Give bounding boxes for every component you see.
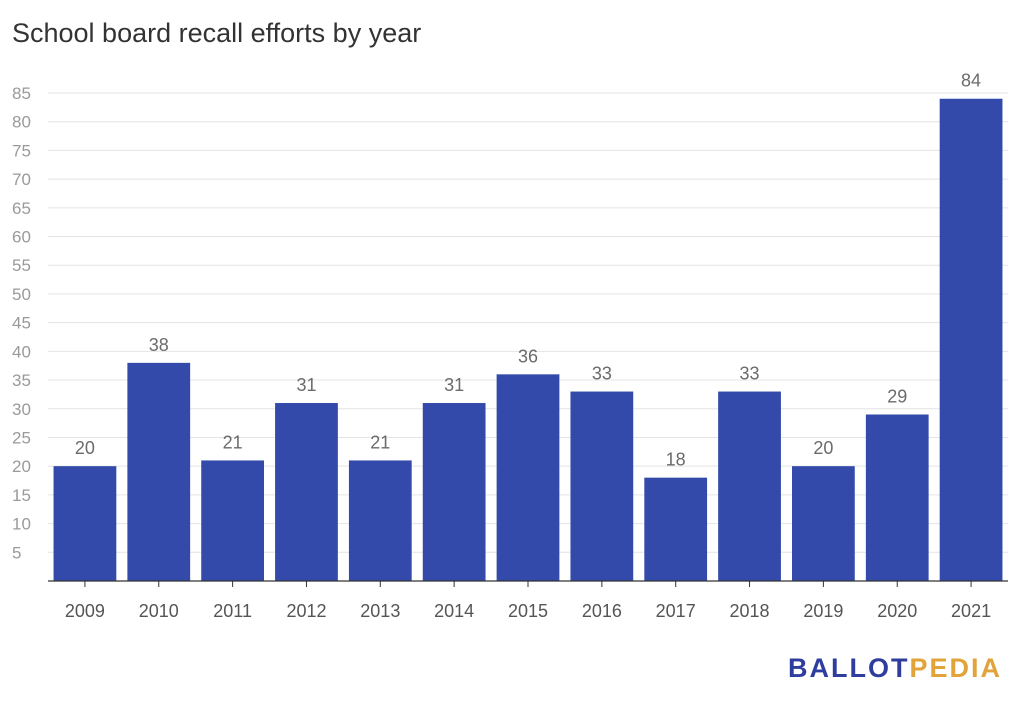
logo-part-pedia: PEDIA — [909, 653, 1002, 683]
bar-2009 — [53, 466, 117, 581]
y-tick-label-70: 70 — [12, 170, 31, 189]
x-tick-label-2021: 2021 — [951, 601, 991, 621]
y-tick-label-55: 55 — [12, 256, 31, 275]
y-tick-label-80: 80 — [12, 113, 31, 132]
x-tick-label-2011: 2011 — [213, 601, 252, 621]
y-tick-label-25: 25 — [12, 428, 31, 447]
y-tick-label-30: 30 — [12, 400, 31, 419]
data-label-2014: 31 — [444, 375, 464, 395]
x-tick-label-2015: 2015 — [508, 601, 548, 621]
bar-2012 — [275, 403, 338, 581]
x-tick-label-2017: 2017 — [656, 601, 696, 621]
bar-2017 — [644, 477, 708, 581]
data-label-2019: 20 — [813, 438, 833, 458]
bar-2013 — [348, 460, 412, 581]
x-tick-label-2018: 2018 — [730, 601, 770, 621]
bar-2014 — [422, 403, 486, 581]
data-label-2013: 21 — [370, 432, 390, 452]
y-tick-label-20: 20 — [12, 457, 31, 476]
bars — [53, 98, 1003, 581]
bar-2018 — [718, 391, 781, 581]
bar-2010 — [127, 362, 191, 581]
y-axis-ticks: 5 10 15 20 25 30 35 40 45 50 55 60 65 70 75 80 85 — [12, 84, 31, 562]
x-tick-label-2016: 2016 — [582, 601, 622, 621]
y-tick-label-45: 45 — [12, 314, 31, 333]
x-axis-ticks: 2009 2010 2011 2012 2013 2014 2015 2016 2017 2018… — [65, 581, 991, 621]
data-label-2012: 31 — [296, 375, 316, 395]
x-tick-label-2012: 2012 — [286, 601, 326, 621]
x-tick-label-2014: 2014 — [434, 601, 474, 621]
data-label-2011: 21 — [223, 432, 243, 452]
data-labels: 20 38 21 31 21 31 36 33 18 33 20 29 84 — [75, 71, 981, 470]
data-label-2018: 33 — [740, 364, 760, 384]
bar-2016 — [570, 391, 634, 581]
y-tick-label-50: 50 — [12, 285, 31, 304]
y-tick-label-60: 60 — [12, 228, 31, 247]
bar-2011 — [201, 460, 264, 581]
x-tick-label-2010: 2010 — [139, 601, 179, 621]
bar-2015 — [496, 374, 560, 581]
chart-title: School board recall efforts by year — [12, 18, 422, 48]
data-label-2017: 18 — [666, 450, 686, 470]
data-label-2021: 84 — [961, 71, 981, 91]
y-tick-label-40: 40 — [12, 342, 31, 361]
y-tick-label-75: 75 — [12, 141, 31, 160]
logo-part-ballot: BALLOT — [787, 653, 910, 683]
y-tick-label-65: 65 — [12, 199, 31, 218]
bar-2020 — [865, 414, 929, 581]
y-tick-label-5: 5 — [12, 543, 21, 562]
bar-2019 — [792, 466, 855, 581]
data-label-2009: 20 — [75, 438, 95, 458]
y-tick-label-85: 85 — [12, 84, 31, 103]
x-tick-label-2013: 2013 — [360, 601, 400, 621]
y-tick-label-35: 35 — [12, 371, 31, 390]
bar-2021 — [939, 98, 1003, 581]
data-label-2010: 38 — [149, 335, 169, 355]
x-tick-label-2009: 2009 — [65, 601, 105, 621]
x-tick-label-2020: 2020 — [877, 601, 917, 621]
data-label-2016: 33 — [592, 364, 612, 384]
x-tick-label-2019: 2019 — [803, 601, 843, 621]
ballotpedia-logo: BALLOTPEDIA — [788, 653, 1002, 684]
y-tick-label-15: 15 — [12, 486, 31, 505]
data-label-2015: 36 — [518, 346, 538, 366]
y-tick-label-10: 10 — [12, 515, 31, 534]
data-label-2020: 29 — [887, 387, 907, 407]
